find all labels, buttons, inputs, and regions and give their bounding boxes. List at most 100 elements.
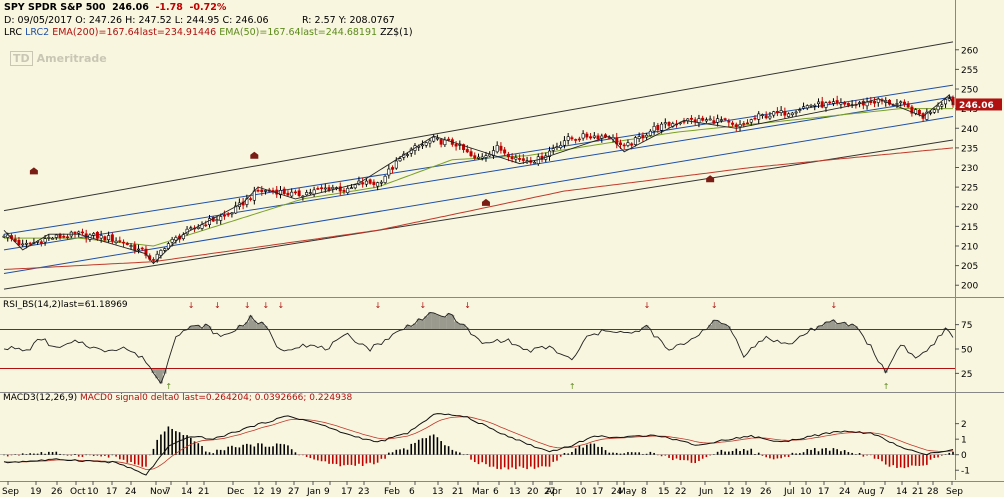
candle[interactable] [518,154,522,163]
candle[interactable] [54,233,58,240]
candle[interactable] [361,177,365,188]
candle[interactable] [114,237,118,245]
candle[interactable] [222,210,226,220]
candle[interactable] [798,107,802,113]
candle[interactable] [787,112,791,118]
candle[interactable] [660,121,664,134]
candle[interactable] [514,154,518,163]
study-ema200[interactable]: EMA(200) [52,27,99,38]
candle[interactable] [547,146,551,161]
candle[interactable] [293,189,297,195]
candle[interactable] [51,236,55,240]
candle[interactable] [581,130,585,141]
candle[interactable] [820,96,824,109]
rsi-panel[interactable]: ↓ ↓ ↓ ↓ ↓ ↓ ↓ ↓ ↓ ↓ ↓ ↑ ↑ ↑ [0,301,1004,393]
candle[interactable] [637,132,641,143]
candle[interactable] [24,239,28,249]
candle[interactable] [249,196,253,202]
candle[interactable] [140,246,144,251]
candle[interactable] [260,185,264,196]
event-marker-icon[interactable] [29,167,38,175]
candle[interactable] [174,235,178,244]
candle[interactable] [749,118,753,126]
candle[interactable] [379,180,383,187]
candle[interactable] [555,142,559,150]
candle[interactable] [667,121,671,129]
candle[interactable] [491,146,495,159]
candle[interactable] [503,147,507,157]
candle[interactable] [723,117,727,121]
candle[interactable] [476,153,480,160]
candle[interactable] [772,110,776,118]
candle[interactable] [574,138,578,144]
candle[interactable] [110,232,114,245]
candle[interactable] [734,122,738,132]
candle[interactable] [282,186,286,196]
candle[interactable] [196,224,200,230]
candle[interactable] [764,111,768,120]
candle[interactable] [663,118,667,129]
candle[interactable] [118,236,122,244]
candle[interactable] [731,120,735,127]
candle[interactable] [420,140,424,150]
candle[interactable] [906,101,910,109]
candle[interactable] [364,177,368,187]
candle[interactable] [264,189,268,195]
candle[interactable] [129,243,133,250]
candle[interactable] [144,245,148,259]
candle[interactable] [151,257,155,264]
candle[interactable] [204,220,208,227]
candle[interactable] [439,138,443,148]
candle[interactable] [278,186,282,199]
candle[interactable] [727,118,731,127]
candle[interactable] [383,174,387,184]
candle[interactable] [592,132,596,140]
candle[interactable] [577,136,581,142]
candle[interactable] [559,141,563,150]
candle[interactable] [652,122,656,135]
candle[interactable] [570,135,574,141]
candle[interactable] [701,115,705,122]
candle[interactable] [331,184,335,193]
candle[interactable] [689,115,693,124]
candle[interactable] [775,107,779,117]
event-marker-icon[interactable] [706,175,715,183]
candle[interactable] [473,152,477,161]
study-lrc2[interactable]: LRC2 [25,27,50,38]
candle[interactable] [469,147,473,158]
candle[interactable] [716,114,720,127]
rsi-title[interactable]: RSI_BS(14,2) [3,300,61,310]
candle[interactable] [346,185,350,195]
candle[interactable] [290,188,294,198]
candle[interactable] [103,235,107,243]
candle[interactable] [230,212,234,218]
candle[interactable] [125,241,129,246]
candle[interactable] [794,110,798,117]
candle[interactable] [944,98,948,108]
candle[interactable] [831,98,835,107]
candle[interactable] [648,129,652,137]
candle[interactable] [902,99,906,107]
candle[interactable] [342,187,346,195]
candle[interactable] [760,113,764,119]
candle[interactable] [925,108,929,121]
candle[interactable] [656,122,660,133]
candle[interactable] [929,110,933,116]
macd-title[interactable]: MACD3(12,26,9) [3,393,78,403]
candle[interactable] [813,103,817,111]
candle[interactable] [368,178,372,185]
candle[interactable] [308,188,312,196]
candle[interactable] [2,234,6,238]
candle[interactable] [39,239,43,247]
candle[interactable] [835,95,839,106]
candle[interactable] [753,115,757,121]
candle[interactable] [873,97,877,108]
candle[interactable] [107,231,111,243]
candle[interactable] [159,249,163,259]
candle[interactable] [783,107,787,119]
candle[interactable] [816,98,820,108]
candle[interactable] [645,132,649,141]
candle[interactable] [802,102,806,110]
candle[interactable] [704,117,708,124]
